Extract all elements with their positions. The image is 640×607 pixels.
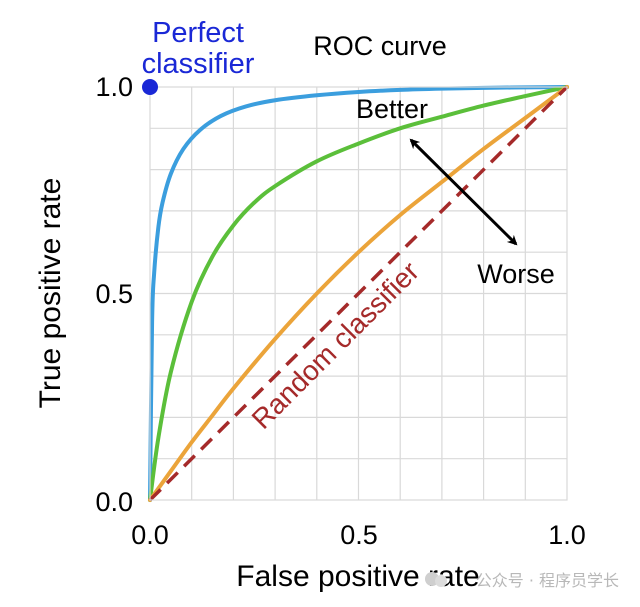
perfect-classifier-label-line1: Perfect: [152, 17, 244, 49]
x-tick-label-0: 0.0: [131, 520, 169, 550]
series-line-0: [148, 85, 569, 502]
y-tick-label-1: 0.5: [95, 279, 133, 309]
x-tick-label-1: 0.5: [340, 520, 378, 550]
x-tick-label-2: 1.0: [548, 520, 586, 550]
y-tick-label-2: 1.0: [95, 72, 133, 102]
chart-title: ROC curve: [313, 31, 447, 61]
better-worse-arrow: [409, 138, 518, 246]
y-tick-label-0: 0.0: [95, 487, 133, 517]
watermark-text: 公众号 · 程序员学长: [476, 571, 619, 590]
series-line-1: [148, 85, 569, 502]
plot-frame: [149, 86, 568, 501]
perfect-classifier-label-line2: classifier: [142, 48, 255, 80]
watermark-icon: [425, 572, 447, 587]
axes: [149, 86, 568, 501]
better-label: Better: [356, 94, 428, 124]
y-axis-title: True positive rate: [34, 178, 67, 409]
worse-label: Worse: [477, 259, 555, 289]
perfect-classifier-point: [142, 79, 158, 95]
random-classifier-label: Random classifier: [246, 256, 425, 435]
